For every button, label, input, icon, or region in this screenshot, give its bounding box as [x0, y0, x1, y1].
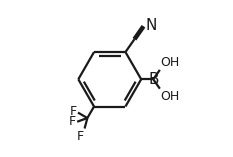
Text: OH: OH [161, 90, 180, 103]
Text: F: F [77, 130, 84, 143]
Text: N: N [146, 18, 157, 33]
Text: OH: OH [161, 56, 180, 69]
Text: F: F [70, 106, 77, 119]
Text: B: B [148, 72, 158, 87]
Text: F: F [69, 115, 76, 128]
